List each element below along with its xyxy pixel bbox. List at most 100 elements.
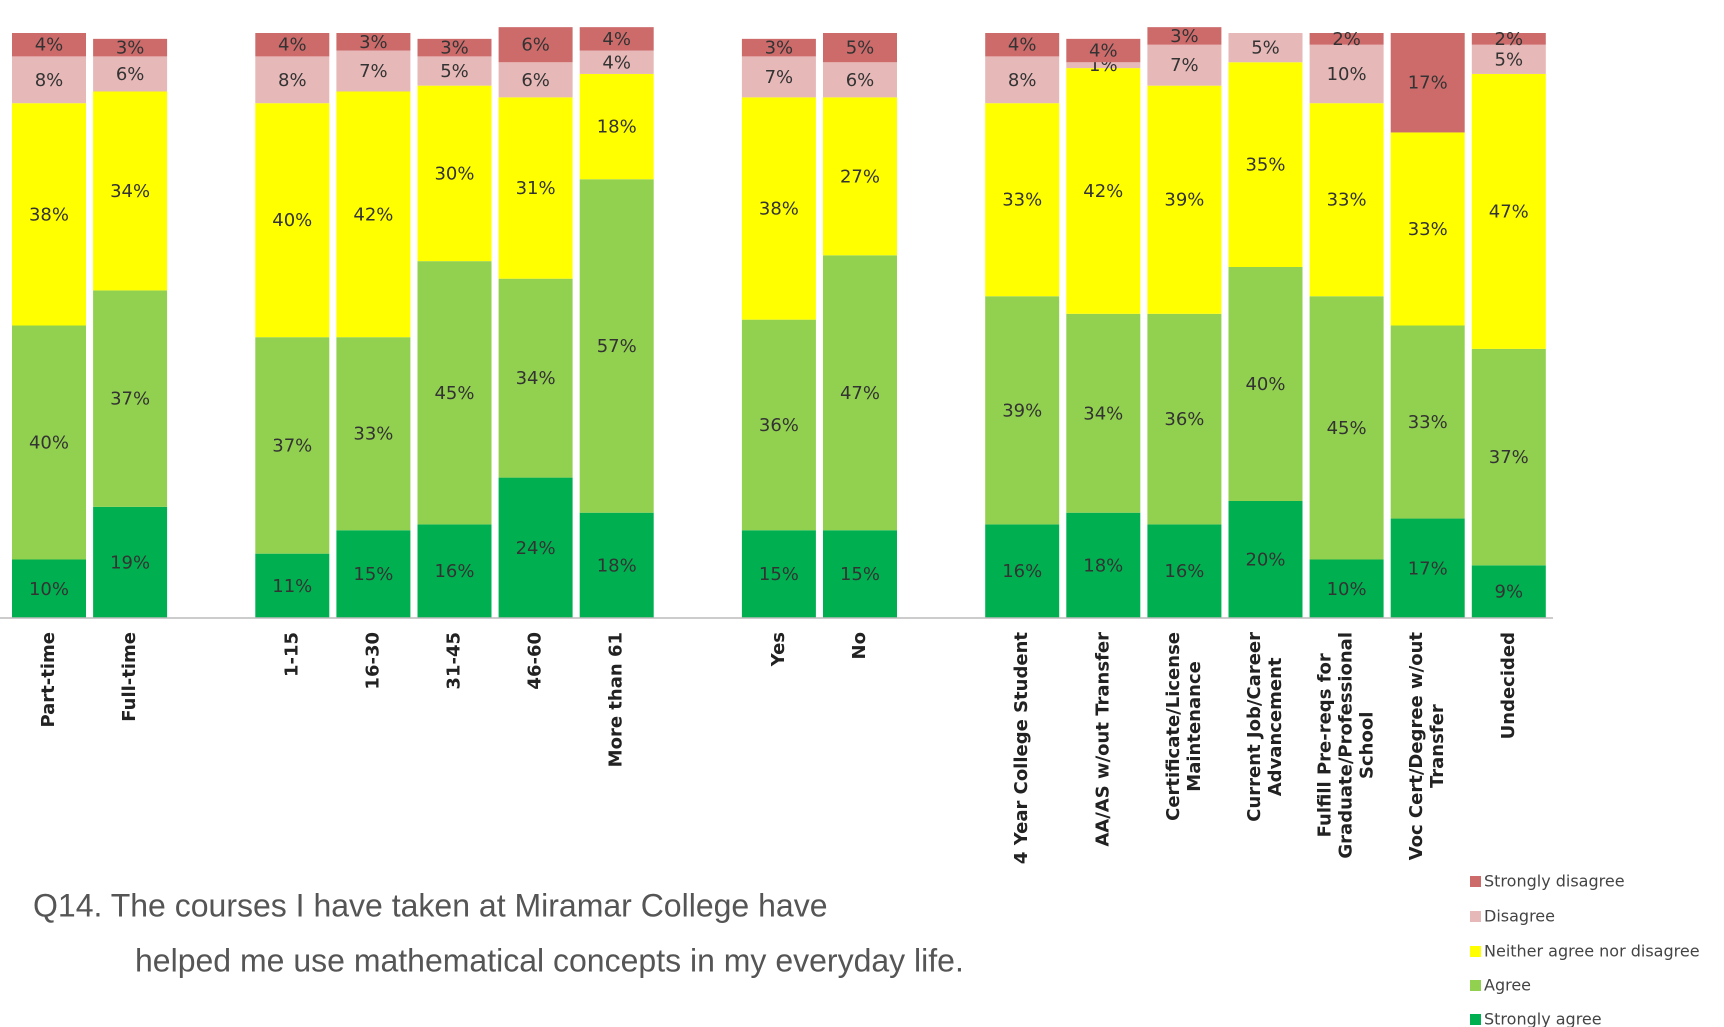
bar-segment [498,62,573,98]
value-label: 16% [434,561,474,582]
value-label: 20% [1245,550,1285,571]
bar-segment [1147,27,1222,45]
bar-segment [985,524,1060,618]
value-label: 18% [597,117,637,138]
value-label: 10% [1327,64,1367,85]
bar-segment [255,337,330,554]
bar-segment [1309,33,1384,45]
value-label: 30% [434,163,474,184]
bar-segment [1471,73,1546,349]
value-label: 47% [840,383,880,404]
bar-segment [93,506,168,618]
bar-segment [1066,68,1141,314]
value-label: 10% [1327,579,1367,600]
bar-segment [1228,62,1303,267]
bar-segment [579,73,654,180]
value-label: 45% [1327,418,1367,439]
bar-segment [12,33,86,57]
category-label: 1-15 [281,632,302,677]
bar-segment [579,512,654,618]
bar-segment [579,27,654,51]
value-label: 4% [1008,35,1037,56]
bar-segment [985,103,1060,297]
value-label: 4% [602,29,631,50]
bar-segment [1390,518,1465,618]
category-label: Undecided [1498,632,1519,739]
value-label: 2% [1495,29,1524,50]
value-label: 6% [521,35,550,56]
bar-segment [417,85,492,262]
value-label: 17% [1408,73,1448,94]
bar-segment [579,50,654,74]
bar-segment [1147,85,1222,314]
category-label: 16-30 [362,632,383,690]
bar-segment [93,91,168,291]
legend-label: Disagree [1484,907,1555,926]
value-label: 16% [1164,561,1204,582]
value-label: 35% [1245,155,1285,176]
value-label: 40% [272,210,312,231]
value-label: 4% [1089,41,1118,62]
chart-title: helped me use mathematical concepts in m… [135,942,964,978]
value-label: 33% [1002,190,1042,211]
bar-segment [823,62,897,98]
value-label: 11% [272,576,312,597]
bar-segment [255,103,330,338]
category-label: Part-time [38,632,59,728]
category-label: Certificate/LicenseMaintenance [1163,632,1205,821]
category-label: 31-45 [444,632,465,690]
value-label: 39% [1164,190,1204,211]
category-label: Full-time [119,632,140,722]
value-label: 9% [1495,582,1524,603]
bar-segment [823,255,897,531]
value-label: 33% [353,424,393,445]
value-label: 17% [1408,558,1448,579]
value-label: 40% [29,433,69,454]
value-label: 15% [353,564,393,585]
category-label: Fulfill Pre-reqs forGraduate/Professiona… [1315,632,1378,859]
value-label: 8% [35,70,64,91]
bar-segment [1228,267,1303,501]
value-label: 7% [359,61,388,82]
bar-segment [1471,33,1546,45]
value-label: 2% [1332,29,1361,50]
bar-segment [498,97,573,279]
bar-segment [93,56,168,92]
bar-segment [12,325,86,560]
value-label: 8% [1008,70,1037,91]
bar-segment [1228,33,1303,63]
value-label: 5% [1495,49,1524,70]
value-label: 3% [116,38,145,59]
value-label: 7% [1170,55,1199,76]
bar-segment [1066,512,1141,618]
bar-segment [985,56,1060,104]
value-label: 6% [846,70,875,91]
bar-segment [1471,44,1546,74]
value-label: 27% [840,166,880,187]
bar-segment [336,50,411,92]
bar-segment [579,179,654,513]
value-label: 42% [1083,181,1123,202]
value-label: 36% [759,415,799,436]
value-label: 34% [516,368,556,389]
legend-label: Strongly agree [1484,1010,1602,1027]
bar-segment [336,530,411,618]
bar-segment [255,553,330,618]
value-label: 33% [1408,219,1448,240]
legend-swatch [1470,876,1481,887]
category-label: No [849,632,870,659]
value-label: 47% [1489,201,1529,222]
value-label: 4% [35,35,64,56]
value-label: 33% [1327,190,1367,211]
value-label: 37% [272,435,312,456]
bar-segment [336,91,411,338]
category-label: Current Job/CareerAdvancement [1244,632,1286,822]
bar-segment [823,97,897,256]
bar-segment [1471,565,1546,618]
value-label: 45% [434,383,474,404]
value-label: 19% [110,552,150,573]
bar-segment [1147,313,1222,525]
bar-segment [985,296,1060,525]
category-label: 46-60 [525,632,546,690]
bar-segment [12,103,86,326]
